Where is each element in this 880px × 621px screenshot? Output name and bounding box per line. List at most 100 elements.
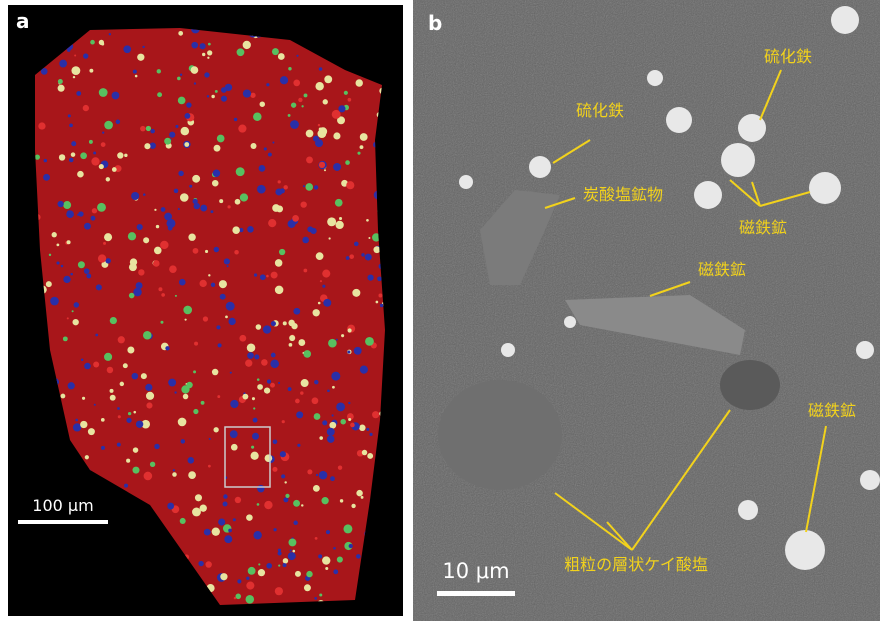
grain: [178, 171, 183, 176]
grain: [104, 121, 113, 130]
grain: [112, 92, 120, 100]
grain: [72, 310, 74, 312]
grain: [205, 561, 211, 567]
grain: [360, 366, 368, 374]
grain: [101, 446, 105, 450]
annotation: 粗粒の層状ケイ酸塩: [564, 555, 708, 574]
grain: [117, 152, 123, 158]
grain: [326, 530, 330, 534]
grain: [188, 457, 195, 464]
grain: [327, 435, 335, 443]
grain: [236, 167, 245, 176]
grain: [298, 339, 305, 346]
grain: [80, 421, 87, 428]
grain: [268, 219, 276, 227]
grain: [93, 362, 99, 368]
grain: [330, 476, 335, 481]
grain: [349, 544, 353, 548]
grain: [306, 130, 314, 138]
grain: [324, 169, 326, 171]
grain: [216, 325, 220, 329]
grain: [160, 241, 168, 249]
grain: [218, 343, 222, 347]
grain: [101, 418, 105, 422]
grain: [204, 529, 211, 536]
grain: [380, 304, 383, 307]
grain: [333, 163, 341, 171]
grain: [203, 316, 208, 321]
grain: [366, 428, 369, 431]
grain: [91, 157, 99, 165]
grain: [238, 124, 246, 132]
grain: [146, 126, 151, 131]
grain: [339, 217, 342, 220]
grain: [63, 336, 68, 341]
grain: [61, 265, 64, 268]
grain: [304, 584, 311, 591]
grain: [212, 180, 219, 187]
grain: [315, 82, 323, 90]
grain: [246, 595, 255, 604]
scale-label: 100 μm: [32, 496, 93, 515]
grain: [289, 335, 295, 341]
grain: [101, 142, 106, 147]
grain: [177, 77, 181, 81]
grain: [319, 162, 325, 168]
grain: [288, 538, 296, 546]
grain: [243, 41, 251, 49]
grain: [272, 467, 277, 472]
grain: [283, 558, 288, 563]
grain: [254, 354, 259, 359]
grain: [97, 203, 106, 212]
grain: [220, 573, 227, 580]
grain: [178, 208, 180, 210]
grain: [327, 217, 336, 226]
grain: [237, 579, 241, 583]
grain: [174, 391, 176, 393]
grain: [280, 188, 285, 193]
grain: [275, 587, 283, 595]
grain: [73, 76, 75, 78]
grain: [290, 549, 292, 551]
grain: [335, 199, 343, 207]
grain: [253, 418, 258, 423]
grain: [157, 92, 162, 97]
grain: [319, 128, 322, 131]
grain: [314, 185, 318, 189]
grain: [328, 237, 330, 239]
grain: [131, 192, 139, 200]
grain: [356, 490, 362, 496]
grain: [228, 529, 232, 533]
grain: [347, 350, 350, 353]
grain: [207, 50, 212, 55]
grain: [188, 234, 195, 241]
grain: [124, 484, 128, 488]
grain: [298, 98, 302, 102]
grain: [288, 387, 292, 391]
grain: [153, 260, 160, 267]
grain: [172, 472, 177, 477]
grain: [329, 422, 336, 429]
grain: [149, 142, 155, 148]
grain: [357, 152, 360, 155]
grain: [321, 497, 328, 504]
grain: [333, 547, 336, 550]
grain: [332, 414, 334, 416]
grain: [313, 309, 320, 316]
grain: [322, 420, 327, 425]
grain: [140, 126, 146, 132]
grain: [124, 154, 127, 157]
grain: [178, 418, 187, 427]
grain: [210, 210, 213, 213]
grain: [84, 223, 91, 230]
grain: [220, 294, 226, 300]
phyllosilicate: [720, 360, 780, 410]
grain: [263, 325, 271, 333]
grain: [348, 98, 352, 102]
grain: [181, 439, 186, 444]
grain: [160, 321, 163, 324]
grain: [303, 269, 307, 273]
grain: [368, 237, 370, 239]
grain: [205, 250, 208, 253]
grain: [193, 409, 198, 414]
